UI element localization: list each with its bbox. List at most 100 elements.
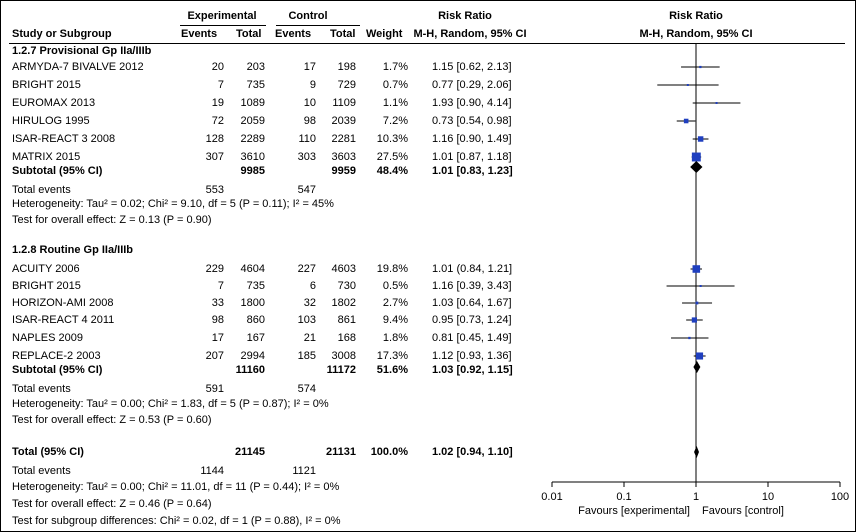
exp-events: 229 [205,263,224,275]
risk-ratio-ci: 1.16 [0.90, 1.49] [432,133,512,145]
exp-events: 20 [211,61,224,73]
header-risk-ratio: Risk Ratio [438,10,492,22]
pooled-diamond [694,446,699,458]
exp-events: 98 [211,314,224,326]
ctl-total: 168 [337,332,356,344]
header-method: M-H, Random, 95% CI [413,28,527,40]
header-bottom-rule [9,43,845,44]
header-experimental: Experimental [187,10,257,22]
grand-total-events-exp: 1144 [200,465,224,477]
header-control: Control [288,10,328,22]
header-risk-ratio-plot: Risk Ratio [669,10,723,22]
ctl-total: 198 [337,61,356,73]
ctl-events: 110 [298,133,316,145]
ctl-events: 227 [297,263,316,275]
risk-ratio-ci: 1.93 [0.90, 4.14] [432,97,512,109]
risk-ratio-ci: 0.95 [0.73, 1.24] [432,314,512,326]
risk-ratio-ci: 1.15 [0.62, 2.13] [432,61,512,73]
study-point [691,152,701,162]
study-point [699,65,702,69]
study-name: ACUITY 2006 [12,263,80,275]
ctl-total: 2281 [331,133,356,145]
pooled-diamond [693,361,701,373]
exp-events: 33 [211,297,224,309]
study-point [699,285,702,287]
total-events-label: Total events [12,383,71,395]
study-point [695,301,699,305]
study-point [691,317,698,323]
ctl-events: 32 [303,297,316,309]
grand-total-events-ctl: 1121 [292,465,316,477]
ctl-total: 1109 [332,97,356,109]
study-point [696,352,704,360]
risk-ratio-ci: 1.03 [0.64, 1.67] [432,297,512,309]
subtotal-ctl-total: 11172 [326,364,356,376]
exp-total: 2059 [240,115,265,127]
subtotal-exp-total: 11160 [235,364,265,376]
exp-events: 7 [217,79,224,91]
exp-total: 167 [246,332,265,344]
exp-total: 3610 [240,151,265,163]
header-ctl-total: Total [330,28,356,40]
total-ctl-total: 21131 [326,446,356,458]
subtotal-ctl-total: 9959 [331,165,356,177]
subtotal-weight: 48.4% [376,165,408,177]
study-name: EUROMAX 2013 [12,97,96,109]
pooled-diamond [690,161,703,173]
exp-events: 17 [211,332,224,344]
total-events-ctl: 574 [297,383,316,395]
ctl-total: 1802 [331,297,356,309]
subgroup-title: 1.2.8 Routine Gp IIa/IIIb [12,244,134,256]
weight: 0.7% [382,79,408,91]
subgroup-differences: Test for subgroup differences: Chi² = 0.… [12,515,341,527]
exp-total: 1089 [240,97,265,109]
risk-ratio-ci: 0.77 [0.29, 2.06] [432,79,512,91]
study-name: HIRULOG 1995 [12,115,90,127]
exp-events: 307 [205,151,224,163]
weight: 0.5% [382,280,408,292]
ctl-events: 9 [309,79,316,91]
ctl-events: 98 [303,115,316,127]
weight: 17.3% [376,350,408,362]
header-rule-experimental [180,25,266,26]
ctl-total: 730 [337,280,356,292]
total-weight: 100.0% [370,446,408,458]
weight: 27.5% [376,151,408,163]
ctl-events: 17 [303,61,316,73]
weight: 9.4% [382,314,408,326]
header-method-plot: M-H, Random, 95% CI [639,28,753,40]
exp-total: 4604 [240,263,265,275]
study-name: ARMYDA-7 BIVALVE 2012 [12,61,144,73]
ctl-total: 3603 [331,151,356,163]
ctl-events: 21 [303,332,316,344]
subgroup-title: 1.2.7 Provisional Gp IIa/IIIb [12,45,152,57]
header-exp-events: Events [181,28,218,40]
total-events-ctl: 547 [297,184,316,196]
ctl-total: 2039 [331,115,356,127]
study-point [697,136,704,142]
x-label-right: Favours [control] [702,505,784,517]
exp-events: 207 [205,350,224,362]
heterogeneity: Heterogeneity: Tau² = 0.02; Chi² = 9.10,… [12,198,334,210]
risk-ratio-ci: 1.16 [0.39, 3.43] [432,280,512,292]
subtotal-label: Subtotal (95% CI) [12,364,103,376]
header-weight: Weight [366,28,403,40]
study-name: ISAR-REACT 4 2011 [12,314,115,326]
weight: 1.8% [382,332,408,344]
study-name: HORIZON-AMI 2008 [12,297,114,309]
exp-total: 2289 [240,133,265,145]
header-ctl-events: Events [275,28,312,40]
overall-effect: Test for overall effect: Z = 0.13 (P = 0… [12,214,212,226]
header-rule-control [276,25,360,26]
study-name: REPLACE-2 2003 [12,350,101,362]
total-events-label: Total events [12,184,71,196]
total-events-exp: 553 [205,184,224,196]
x-tick-label: 0.1 [616,491,631,503]
grand-heterogeneity: Heterogeneity: Tau² = 0.00; Chi² = 11.01… [12,481,340,493]
exp-total: 860 [246,314,265,326]
x-tick-label: 100 [831,491,849,503]
overall-effect: Test for overall effect: Z = 0.53 (P = 0… [12,414,212,426]
ctl-total: 861 [337,314,356,326]
risk-ratio-ci: 1.01 (0.84, 1.21] [432,263,513,275]
